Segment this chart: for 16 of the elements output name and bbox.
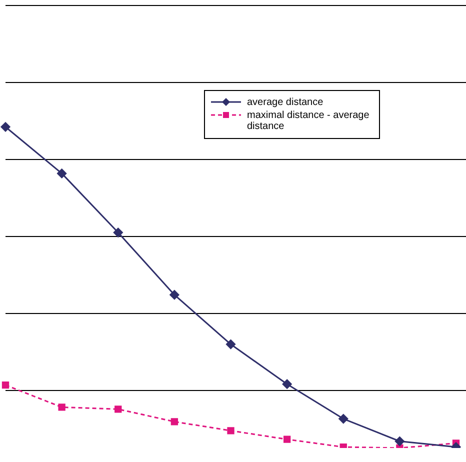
point xyxy=(113,228,123,238)
point xyxy=(226,340,236,350)
point xyxy=(2,381,10,389)
point xyxy=(338,414,348,424)
point xyxy=(114,406,122,413)
legend-label: maximal distance - average distance xyxy=(247,110,370,132)
point xyxy=(58,404,66,411)
point xyxy=(57,168,67,178)
point xyxy=(227,427,234,434)
point xyxy=(0,122,10,132)
point xyxy=(283,436,291,443)
point xyxy=(170,290,180,300)
legend-label: average distance xyxy=(247,97,324,108)
point xyxy=(394,436,404,446)
point xyxy=(170,418,178,426)
point xyxy=(282,379,292,389)
